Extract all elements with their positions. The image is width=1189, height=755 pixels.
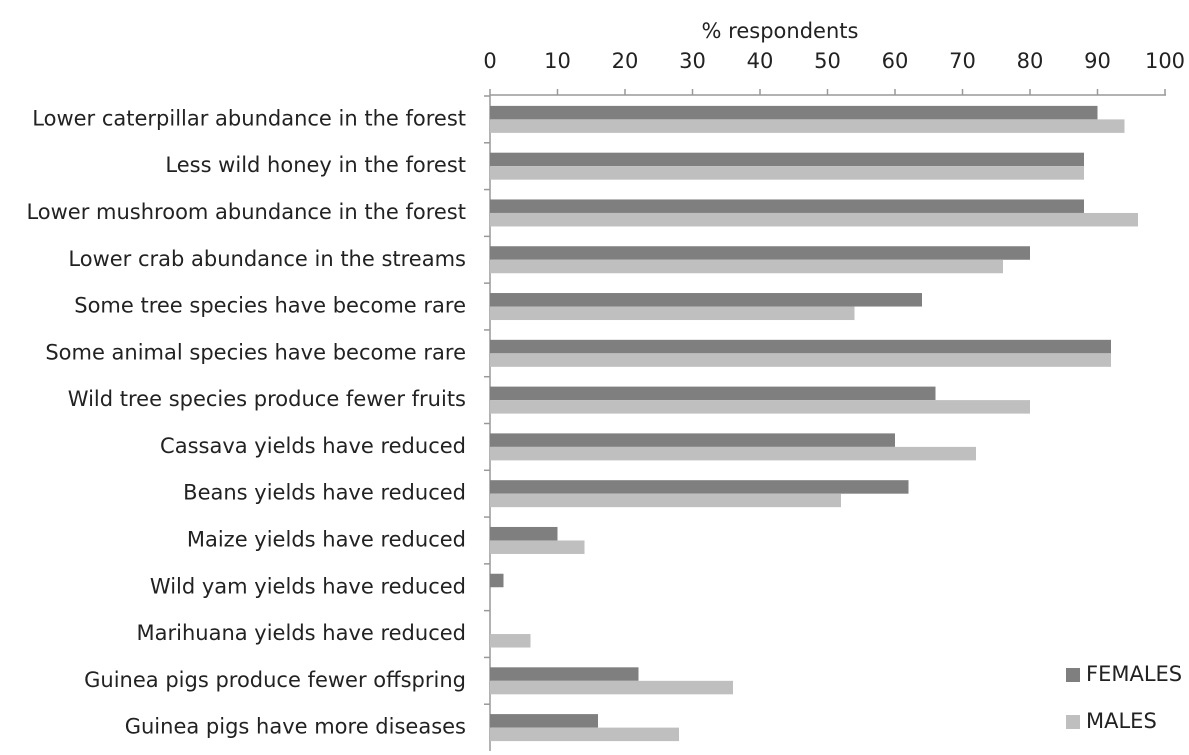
bar	[490, 526, 558, 541]
y-tick-label: Beans yields have reduced	[183, 481, 466, 505]
y-tick-label: Lower crab abundance in the streams	[68, 247, 466, 271]
x-tick-label: 20	[612, 49, 639, 73]
bar	[490, 105, 1098, 120]
x-tick-label: 70	[949, 49, 976, 73]
x-tick-label: 0	[483, 49, 496, 73]
x-tick-label: 40	[747, 49, 774, 73]
bar	[490, 493, 841, 508]
y-tick-label: Lower caterpillar abundance in the fores…	[32, 106, 466, 130]
legend-swatch	[1066, 668, 1080, 682]
bar	[490, 166, 1084, 180]
bar	[490, 386, 936, 401]
axis-title: % respondents	[702, 19, 859, 43]
x-tick-label: 10	[544, 49, 571, 73]
bar	[490, 480, 909, 494]
bar	[490, 306, 855, 321]
x-tick-label: 30	[679, 49, 706, 73]
legend-swatch	[1066, 715, 1080, 729]
x-tick-label: 100	[1145, 49, 1185, 73]
bar	[490, 446, 976, 461]
bar	[490, 634, 531, 648]
y-tick-label: Some tree species have become rare	[74, 294, 466, 318]
bar	[490, 573, 504, 588]
bar	[490, 727, 679, 742]
y-tick-label: Marihuana yields have reduced	[137, 621, 467, 645]
bar	[490, 119, 1125, 133]
bar	[490, 293, 922, 307]
bar	[490, 246, 1030, 260]
bar	[490, 353, 1111, 367]
legend-label: MALES	[1086, 709, 1157, 733]
bar	[490, 400, 1030, 414]
bar	[490, 680, 733, 695]
x-tick-label: 80	[1017, 49, 1044, 73]
x-tick-label: 90	[1084, 49, 1111, 73]
y-tick-label: Guinea pigs have more diseases	[125, 715, 466, 739]
bar	[490, 667, 639, 681]
bar	[490, 259, 1003, 274]
bar	[490, 212, 1138, 227]
y-tick-label: Wild tree species produce fewer fruits	[68, 387, 466, 411]
y-tick-label: Guinea pigs produce fewer offspring	[84, 668, 466, 692]
bar	[490, 540, 585, 554]
y-tick-label: Lower mushroom abundance in the forest	[26, 200, 466, 224]
y-tick-label: Maize yields have reduced	[187, 527, 466, 551]
bar	[490, 433, 895, 447]
bar	[490, 714, 598, 728]
y-tick-label: Some animal species have become rare	[45, 340, 466, 364]
y-tick-label: Cassava yields have reduced	[160, 434, 466, 458]
bar	[490, 199, 1084, 213]
x-tick-label: 50	[814, 49, 841, 73]
legend-label: FEMALES	[1086, 662, 1182, 686]
bar	[490, 339, 1111, 354]
x-tick-label: 60	[882, 49, 909, 73]
y-tick-label: Less wild honey in the forest	[165, 153, 466, 177]
bar	[490, 152, 1084, 167]
y-tick-label: Wild yam yields have reduced	[150, 574, 466, 598]
